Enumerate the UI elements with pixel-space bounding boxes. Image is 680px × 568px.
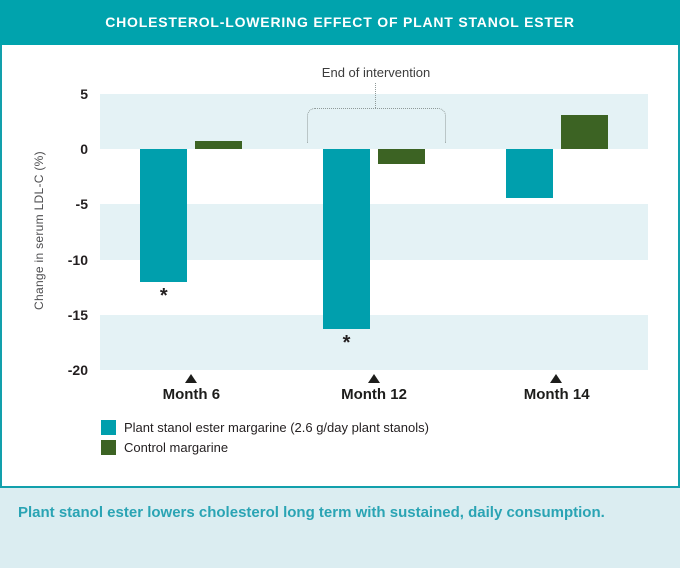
y-tick-label: -5 xyxy=(75,196,88,213)
header-bar: CHOLESTEROL-LOWERING EFFECT OF PLANT STA… xyxy=(0,0,680,45)
caption-text: Plant stanol ester lowers cholesterol lo… xyxy=(18,504,605,521)
y-tick-label: -20 xyxy=(67,362,88,378)
bar-control xyxy=(378,149,425,164)
bar-control xyxy=(560,114,608,150)
bar-stanol xyxy=(140,149,188,282)
y-tick-label: 0 xyxy=(80,141,88,158)
annotation-bracket xyxy=(307,108,446,143)
y-axis-ticks: 5 0 -5 -10 -15 -20 xyxy=(2,45,88,445)
y-tick-label: 5 xyxy=(80,86,88,102)
x-axis-marker-triangle xyxy=(550,374,563,383)
legend-label: Control margarine xyxy=(124,440,229,455)
legend: Plant stanol ester margarine (2.6 g/day … xyxy=(101,420,429,460)
significance-asterisk: * xyxy=(342,332,351,355)
bar-stanol xyxy=(505,149,553,198)
legend-label: Plant stanol ester margarine (2.6 g/day … xyxy=(124,420,429,435)
bar-stanol xyxy=(323,149,370,330)
x-axis-marker-triangle xyxy=(367,374,380,383)
chart-card: Change in serum LDL-C (%) 5 0 -5 -10 -15 -20 … xyxy=(0,45,680,488)
grid-band xyxy=(100,204,648,260)
grid-band xyxy=(100,314,648,370)
plot-area: * * xyxy=(100,94,648,370)
y-tick-label: -15 xyxy=(67,306,88,323)
legend-item: Plant stanol ester margarine (2.6 g/day … xyxy=(101,420,429,435)
legend-item: Control margarine xyxy=(101,440,429,455)
x-axis-marker-triangle xyxy=(184,374,197,383)
x-axis-label: Month 6 xyxy=(162,386,221,403)
x-axis: Month 6 Month 12 Month 14 xyxy=(100,370,648,412)
legend-swatch-stanol xyxy=(101,420,116,435)
caption-bar: Plant stanol ester lowers cholesterol lo… xyxy=(0,488,680,568)
annotation-stem xyxy=(375,83,376,108)
grid-band xyxy=(100,94,648,150)
legend-swatch-control xyxy=(101,440,116,455)
significance-asterisk: * xyxy=(159,284,168,307)
x-axis-label: Month 14 xyxy=(523,386,590,403)
page-title: CHOLESTEROL-LOWERING EFFECT OF PLANT STA… xyxy=(105,14,575,30)
y-tick-label: -10 xyxy=(67,251,88,268)
bar-control xyxy=(195,141,243,150)
x-axis-label: Month 12 xyxy=(341,386,407,403)
annotation-end-of-intervention: End of intervention xyxy=(321,65,431,80)
